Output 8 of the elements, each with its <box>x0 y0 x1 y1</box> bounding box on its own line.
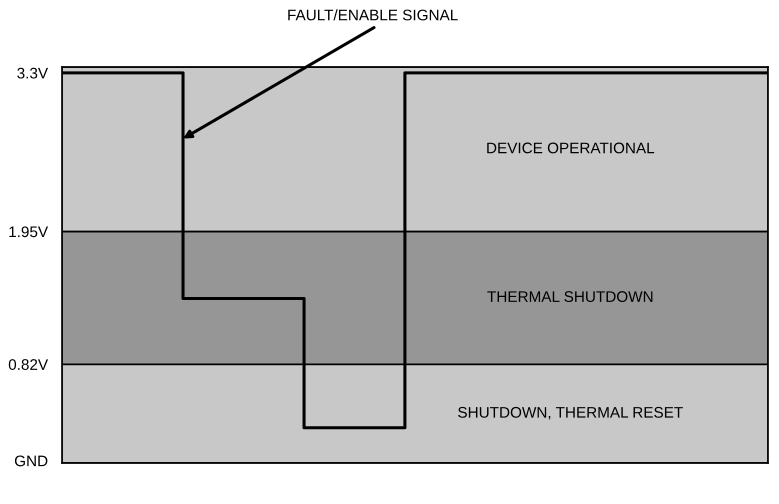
y-tick-label: 0.82V <box>8 359 48 370</box>
text: FAULT/ENABLE SIGNAL <box>288 9 458 20</box>
band-label: DEVICE OPERATIONAL <box>487 142 654 154</box>
band-label: SHUTDOWN, THERMAL RESET <box>458 406 683 420</box>
y-tick-label: 3.3V <box>17 68 48 79</box>
y-tick-label: GND <box>14 456 48 466</box>
band-label: THERMAL SHUTDOWN <box>487 291 652 302</box>
y-tick-label: 1.95V <box>9 226 48 238</box>
